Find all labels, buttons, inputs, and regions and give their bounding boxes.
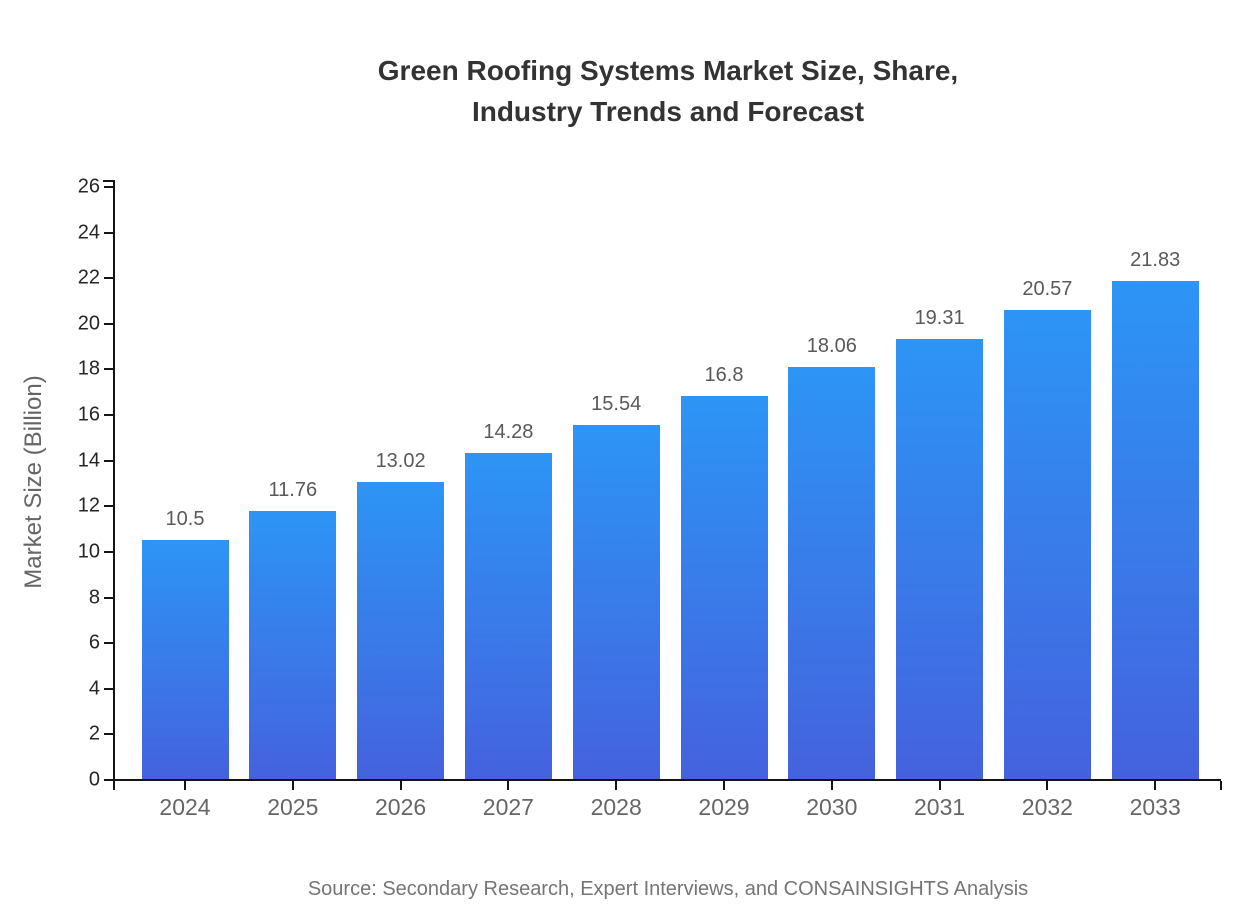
y-tick-mark <box>104 231 113 234</box>
y-tick-mark <box>104 277 113 280</box>
y-tick-mark <box>104 550 113 553</box>
bar-2033 <box>1111 281 1199 779</box>
y-axis-end-cap <box>103 180 113 182</box>
x-axis-line <box>113 779 1221 781</box>
bar-2031 <box>896 338 984 779</box>
x-tick-mark <box>1154 781 1157 790</box>
source-note: Source: Secondary Research, Expert Inter… <box>307 878 1029 900</box>
bar-value-label: 20.57 <box>1022 277 1073 300</box>
y-tick-label: 14 <box>77 449 100 472</box>
bar-2030 <box>788 367 876 779</box>
x-category-label: 2028 <box>590 794 642 820</box>
y-tick-label: 26 <box>77 175 100 198</box>
y-tick-mark <box>104 459 113 462</box>
y-tick-label: 20 <box>77 312 100 335</box>
x-tick-mark <box>507 781 510 790</box>
x-category-label: 2027 <box>482 794 534 820</box>
plot-area: 0 2 4 6 8 10 12 14 16 18 20 22 24 26 10.5 2024 11.76 2025… <box>78 176 1222 820</box>
chart-title-line-1: Green Roofing Systems Market Size, Share… <box>377 55 959 86</box>
bar-2025 <box>249 510 337 779</box>
y-axis-title-text: Market Size (Billion) <box>20 375 47 589</box>
y-tick-label: 16 <box>77 403 100 426</box>
x-tick-mark <box>830 781 833 790</box>
bar-2027 <box>464 453 552 779</box>
y-tick-label: 22 <box>77 266 100 289</box>
y-tick-mark <box>104 642 113 645</box>
bar-value-label: 10.5 <box>165 507 205 530</box>
y-tick-label: 0 <box>88 768 100 791</box>
y-tick-label: 2 <box>88 722 100 745</box>
bar-value-label: 18.06 <box>806 335 857 358</box>
chart-title: Green Roofing Systems Market Size, Share… <box>115 50 1221 132</box>
y-tick-mark <box>104 322 113 325</box>
y-tick-label: 24 <box>77 221 100 244</box>
bar-2028 <box>572 424 660 779</box>
chart-title-line-2: Industry Trends and Forecast <box>471 96 865 127</box>
y-tick-label: 12 <box>77 494 100 517</box>
x-tick-mark <box>399 781 402 790</box>
bar-value-label: 16.8 <box>704 363 744 386</box>
bar-value-label: 15.54 <box>591 392 642 415</box>
x-category-label: 2029 <box>698 794 750 820</box>
x-category-label: 2024 <box>159 794 211 820</box>
y-axis-line <box>113 180 115 780</box>
bar-2032 <box>1003 309 1091 779</box>
x-tick-mark <box>938 781 941 790</box>
x-category-label: 2032 <box>1021 794 1073 820</box>
bar-value-label: 21.83 <box>1130 249 1181 272</box>
x-category-label: 2030 <box>806 794 858 820</box>
x-category-label: 2031 <box>914 794 966 820</box>
x-axis-left-end-tick <box>113 781 115 790</box>
y-tick-label: 18 <box>77 357 100 380</box>
bar-value-label: 19.31 <box>914 306 965 329</box>
x-tick-mark <box>723 781 725 790</box>
y-tick-mark <box>104 733 113 736</box>
y-tick-mark <box>104 186 113 188</box>
bar-2024 <box>141 539 229 779</box>
y-tick-mark <box>104 687 113 690</box>
y-tick-mark <box>104 779 113 781</box>
x-category-label: 2033 <box>1129 794 1181 820</box>
y-tick-label: 10 <box>77 540 100 563</box>
x-category-label: 2026 <box>375 794 427 820</box>
x-category-label: 2025 <box>267 794 319 820</box>
x-tick-mark <box>615 781 618 790</box>
bar-value-label: 11.76 <box>268 478 318 501</box>
x-tick-mark <box>291 781 294 790</box>
y-tick-mark <box>104 414 113 417</box>
y-tick-label: 6 <box>88 631 100 654</box>
y-tick-mark <box>104 368 113 371</box>
bar-value-label: 13.02 <box>375 450 426 473</box>
y-tick-label: 4 <box>88 677 100 700</box>
y-tick-label: 8 <box>88 586 100 609</box>
x-tick-mark <box>1046 781 1049 790</box>
bar-2029 <box>680 395 768 779</box>
bar-2026 <box>357 482 445 779</box>
y-tick-mark <box>104 596 113 599</box>
y-tick-mark <box>104 505 113 508</box>
x-axis-right-end-tick <box>1220 781 1222 790</box>
bar-value-label: 14.28 <box>483 421 534 444</box>
x-tick-mark <box>184 781 186 790</box>
